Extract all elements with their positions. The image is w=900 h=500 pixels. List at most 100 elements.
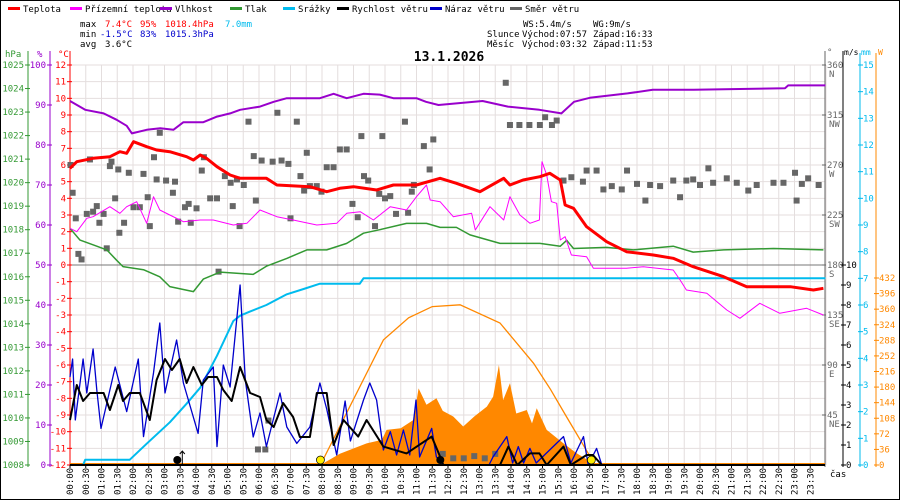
wind-direction-point xyxy=(583,167,590,174)
axis-tick-label: 10 xyxy=(35,421,46,431)
x-tick-label: 10:30 xyxy=(397,468,407,495)
moonrise-arrow-icon xyxy=(179,450,186,465)
legend-label: Přízemní teplota xyxy=(85,5,172,15)
wind-direction-point xyxy=(207,195,214,202)
wind-direction-point xyxy=(793,197,800,204)
legend-item: Směr větru xyxy=(510,5,579,15)
x-tick-label: 20:30 xyxy=(712,468,722,495)
wind-direction-point xyxy=(705,165,712,172)
x-tick-label: 01:00 xyxy=(98,468,108,495)
axis-tick-label: 2 xyxy=(846,421,851,431)
x-tick-label: 07:30 xyxy=(302,468,312,495)
moonset-time: Západ:11:53 xyxy=(593,40,653,50)
moonrise-time: Východ:03:32 xyxy=(522,40,587,50)
stats-avg-label: avg xyxy=(80,40,96,50)
x-tick-label: 16:30 xyxy=(586,468,596,495)
wind-direction-point xyxy=(172,178,178,185)
axis-tick-label: 252 xyxy=(879,352,895,362)
axis-tick-label: 180 xyxy=(827,261,843,271)
wind-direction-point xyxy=(361,173,367,180)
wind-direction-point xyxy=(96,219,103,226)
axis-unit-label: mm xyxy=(861,48,871,57)
plot-area xyxy=(67,79,826,466)
wind-direction-point xyxy=(214,195,220,202)
wind-direction-point xyxy=(723,175,730,182)
wind-direction-point xyxy=(506,122,513,128)
axis-tick-label: 9 xyxy=(863,221,868,231)
axis-tick-label: 3 xyxy=(61,211,66,221)
wind-direction-point xyxy=(69,189,76,196)
axis-tick-label: 40 xyxy=(35,301,46,311)
axis-tick-label: 4 xyxy=(863,354,868,364)
axis-tick-label: 13 xyxy=(863,114,874,124)
wind-direction-point xyxy=(153,176,160,183)
wind-direction-point xyxy=(393,210,400,217)
wind-direction-point xyxy=(250,153,257,160)
axis-tick-label: 1012 xyxy=(2,367,24,377)
axis-tick-label: 11 xyxy=(55,78,66,88)
axis-tick-label: 1021 xyxy=(2,155,24,165)
compass-label: N xyxy=(829,70,834,80)
compass-label: W xyxy=(829,170,835,180)
wind-direction-point xyxy=(372,223,379,230)
axis-tick-label: 216 xyxy=(879,368,895,378)
axis-tick-label: 1 xyxy=(846,441,851,451)
x-tick-label: 02:30 xyxy=(145,468,155,495)
axis-tick-label: 5 xyxy=(846,361,851,371)
axis-unit-label: % xyxy=(37,50,43,60)
axis-tick-label: 0 xyxy=(41,461,46,471)
compass-label: NW xyxy=(829,120,840,130)
x-tick-label: 09:30 xyxy=(365,468,375,495)
axis-tick-label: 315 xyxy=(827,111,843,121)
stats-min-pressure: 1015.3hPa xyxy=(165,30,214,40)
x-tick-label: 15:00 xyxy=(539,468,549,495)
axis-tick-label: 270 xyxy=(827,161,843,171)
wind-direction-point xyxy=(229,203,236,210)
axis-tick-label: 1010 xyxy=(2,414,24,424)
x-tick-label: 11:30 xyxy=(428,468,438,495)
legend-label: Směr větru xyxy=(525,5,579,15)
wind-direction-point xyxy=(634,180,640,187)
x-tick-label: 23:00 xyxy=(791,468,801,495)
axis-tick-label: 1019 xyxy=(2,202,24,212)
axis-tick-label: 396 xyxy=(879,290,895,300)
legend: Teplota Přízemní teplota Vlhkost Tlak Srážky… xyxy=(8,5,579,15)
x-tick-label: 18:30 xyxy=(649,468,659,495)
axis-tick-label: 360 xyxy=(827,61,843,71)
x-tick-label: 12:00 xyxy=(444,468,454,495)
wind-direction-point xyxy=(193,205,200,212)
wind-direction-point xyxy=(83,210,90,217)
axis-tick-label: 0 xyxy=(846,461,851,471)
sunset-time: Západ:16:33 xyxy=(593,30,653,40)
axis-tick-label: 8 xyxy=(846,301,851,311)
stats-min-label: min xyxy=(80,30,96,40)
legend-item: Tlak xyxy=(230,5,267,15)
stats-max-pressure: 1018.4hPa xyxy=(165,20,214,30)
axis-tick-label: 10 xyxy=(55,94,66,104)
wind-direction-point xyxy=(233,176,240,183)
moonrise-moon-icon xyxy=(173,456,182,464)
wind-direction-point xyxy=(313,183,320,190)
wind-direction-point xyxy=(379,133,386,140)
solar-measured-area xyxy=(320,365,598,465)
wind-direction-point xyxy=(553,117,560,124)
axis-tick-label: -3 xyxy=(55,311,66,321)
wind-direction-point xyxy=(336,146,343,153)
wind-direction-point xyxy=(151,154,157,161)
axis-temperature: °C1211109876543210-1-2-3-4-5-6-7-8-9-10-… xyxy=(50,50,72,471)
x-tick-label: 09:00 xyxy=(350,468,360,495)
axis-tick-label: 1013 xyxy=(2,343,24,353)
axis-tick-label: 1016 xyxy=(2,273,24,283)
wind-direction-point xyxy=(258,157,265,164)
axis-tick-label: 135 xyxy=(827,311,843,321)
wind-direction-point xyxy=(93,203,100,210)
legend-item: Rychlost větru xyxy=(337,5,428,15)
wind-direction-point xyxy=(745,187,752,194)
series-pressure xyxy=(69,222,824,293)
legend-label: Náraz větru xyxy=(445,5,505,15)
axis-tick-label: 80 xyxy=(35,141,46,151)
wind-direction-point xyxy=(112,195,119,202)
stats-avg-temp: 3.6°C xyxy=(105,40,132,50)
